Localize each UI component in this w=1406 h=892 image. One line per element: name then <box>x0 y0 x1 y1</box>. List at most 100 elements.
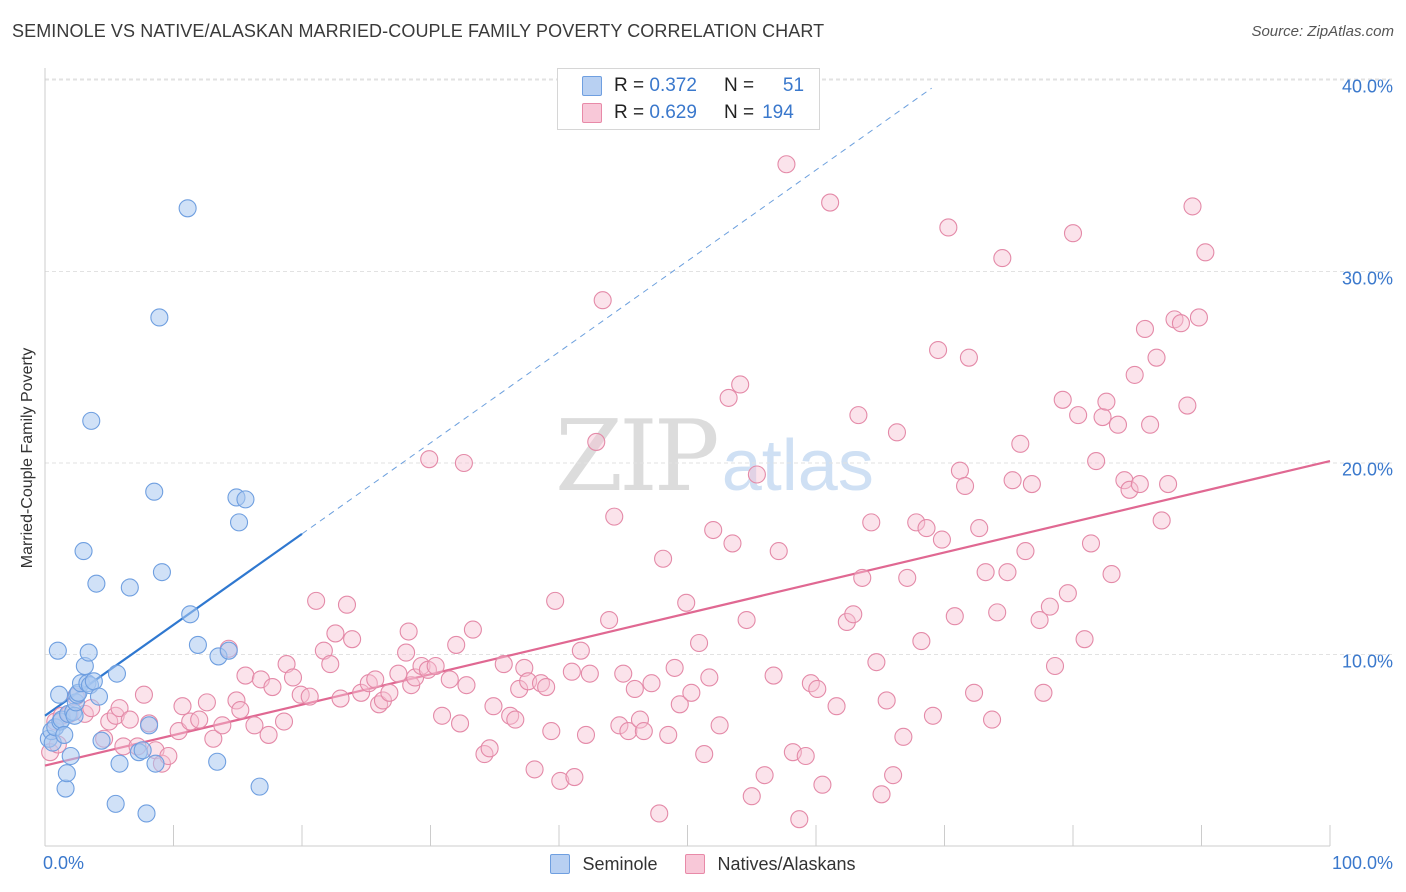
seminole-point <box>137 804 156 823</box>
natives-point <box>1097 392 1116 411</box>
natives-point <box>173 697 192 716</box>
natives-point <box>245 716 264 735</box>
natives-point <box>197 693 216 712</box>
natives-point <box>677 593 696 612</box>
natives-point <box>236 666 255 685</box>
natives-point <box>659 725 678 744</box>
natives-point <box>451 714 470 733</box>
natives-point <box>537 678 556 697</box>
natives-point <box>988 603 1007 622</box>
natives-point <box>790 810 809 829</box>
natives-point <box>929 340 948 360</box>
natives-point <box>283 668 303 687</box>
natives-point <box>849 406 868 425</box>
legend-r-value: 0.372 <box>649 75 697 96</box>
y-tick-label: 40.0% <box>1341 76 1393 97</box>
x-tick-label: 0.0% <box>43 853 85 873</box>
natives-point <box>956 476 975 496</box>
natives-point <box>654 549 673 568</box>
natives-point <box>719 388 738 407</box>
y-tick-label: 30.0% <box>1341 268 1393 288</box>
stats-legend: R = 0.372 N = 51 R = 0.629 N = 194 <box>557 68 820 130</box>
legend-n-value: 51 <box>782 75 805 96</box>
natives-point <box>630 710 650 729</box>
natives-point <box>872 785 891 804</box>
natives-point <box>1120 480 1139 499</box>
seminole-point <box>92 731 111 750</box>
natives-point <box>1183 197 1202 216</box>
natives-point <box>970 519 989 538</box>
natives-point <box>742 787 761 806</box>
seminole-point <box>145 482 164 501</box>
natives-point <box>494 655 513 674</box>
series-label-seminole: Seminole <box>582 853 658 874</box>
natives-point <box>670 695 689 714</box>
natives-point <box>1093 407 1112 427</box>
natives-point <box>777 155 796 174</box>
natives-point <box>945 607 964 626</box>
seminole-point <box>208 752 227 771</box>
natives-point <box>331 689 350 708</box>
natives-point <box>993 249 1012 268</box>
series-swatch-natives <box>685 854 706 874</box>
natives-point <box>321 655 340 674</box>
seminole-point <box>152 563 171 582</box>
natives-point <box>181 712 200 731</box>
natives-point <box>867 653 886 672</box>
seminole-point <box>87 574 106 593</box>
natives-point <box>600 610 619 630</box>
natives-point <box>907 513 926 532</box>
natives-point <box>813 775 832 794</box>
natives-point <box>605 507 624 526</box>
legend-row-seminole: R = 0.372 N = 51 <box>582 74 804 98</box>
natives-point <box>959 348 978 367</box>
seminole-point <box>146 754 165 773</box>
natives-point <box>399 622 418 641</box>
natives-point <box>190 710 209 729</box>
seminole-point <box>178 199 197 218</box>
trend-lines <box>44 87 1331 767</box>
seminole-point <box>50 685 69 704</box>
natives-point <box>769 542 788 561</box>
natives-point <box>844 605 863 624</box>
natives-point <box>440 670 459 689</box>
natives-point <box>808 679 827 699</box>
natives-point <box>1022 475 1041 494</box>
seminole-point <box>79 643 98 662</box>
natives-point <box>1135 319 1155 339</box>
natives-point <box>690 633 709 653</box>
natives-point <box>695 745 714 764</box>
natives-point <box>580 664 599 683</box>
seminole-point <box>106 794 125 813</box>
series-label-natives: Natives/Alaskans <box>717 853 856 874</box>
natives-point <box>457 676 476 695</box>
legend-n-value: 194 <box>762 102 794 123</box>
seminole-point <box>219 641 238 660</box>
natives-point <box>389 664 408 683</box>
legend-swatch-natives <box>582 103 602 123</box>
natives-point <box>1196 243 1215 262</box>
natives-point <box>1034 683 1053 702</box>
natives-point <box>619 722 638 741</box>
natives-point <box>747 465 766 484</box>
natives-point <box>764 666 783 685</box>
source-credit: Source: ZipAtlas.com <box>1251 23 1394 40</box>
natives-point <box>120 710 139 729</box>
natives-point <box>546 591 565 610</box>
seminole-point <box>236 490 255 509</box>
natives-point <box>134 685 153 704</box>
natives-point <box>982 710 1002 729</box>
natives-point <box>259 725 278 744</box>
legend-row-natives: R = 0.629 N = 194 <box>582 101 812 125</box>
seminole-point <box>57 764 76 783</box>
series-legend-natives: Natives/Alaskans <box>685 853 856 875</box>
natives-point <box>1115 471 1134 490</box>
legend-swatch-seminole <box>582 76 602 96</box>
natives-point <box>1141 415 1160 434</box>
natives-point <box>542 722 561 741</box>
y-tick-label: 20.0% <box>1341 459 1393 480</box>
natives-point <box>307 591 326 610</box>
natives-point <box>1011 434 1030 453</box>
seminole-point <box>150 308 169 327</box>
natives-point <box>204 729 223 748</box>
